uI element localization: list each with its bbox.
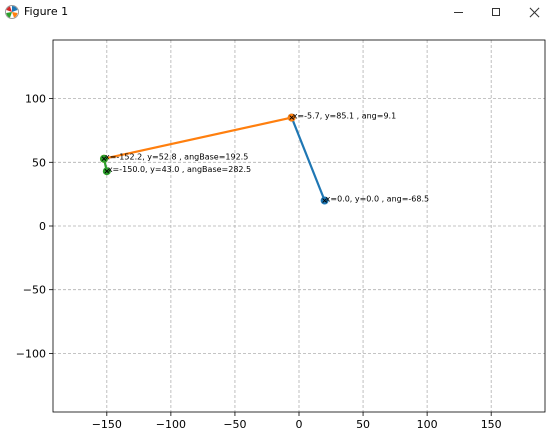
close-button[interactable] xyxy=(516,0,552,24)
x-tick-label: −50 xyxy=(223,418,246,431)
y-tick-label: 0 xyxy=(39,220,46,233)
annotation-marker xyxy=(322,198,327,203)
window-title: Figure 1 xyxy=(24,5,69,18)
y-tick-label: −100 xyxy=(16,347,46,360)
series-line-2 xyxy=(103,116,292,160)
annotation-label: x=0.0, y=0.0 , ang=-68.5 xyxy=(326,195,430,204)
annotation-label: x=-152.2, y=52.8 , angBase=192.5 xyxy=(105,153,248,162)
matplotlib-logo-icon xyxy=(5,5,19,19)
series-line-1 xyxy=(290,117,326,201)
y-tick-label: −50 xyxy=(23,284,46,297)
annotations: x=-5.7, y=85.1 , ang=9.1 x=0.0, y=0.0 , a… xyxy=(101,112,430,204)
figure-background xyxy=(0,26,554,448)
x-tick-label: 100 xyxy=(417,418,438,431)
x-tick-label: −100 xyxy=(156,418,186,431)
annotation-marker xyxy=(104,168,110,174)
maximize-icon xyxy=(492,8,500,16)
window-titlebar: Figure 1 xyxy=(0,0,554,26)
annotation-label: x=-5.7, y=85.1 , ang=9.1 xyxy=(293,112,397,121)
figure-canvas[interactable]: −150 −100 −50 0 50 100 150 −100 −50 0 50 100 x=-5.7… xyxy=(0,26,554,448)
axes-frame xyxy=(52,39,546,413)
x-tick-label: 0 xyxy=(296,418,303,431)
x-tick-label: 50 xyxy=(356,418,370,431)
grid xyxy=(53,40,545,412)
annotation-label: x=-150.0, y=43.0 , angBase=282.5 xyxy=(108,165,251,174)
y-tick-label: 50 xyxy=(32,156,46,169)
close-icon xyxy=(529,7,540,18)
x-tick-label: 150 xyxy=(481,418,502,431)
minimize-icon xyxy=(453,11,463,13)
y-tick-label: 100 xyxy=(25,93,46,106)
annotation-marker xyxy=(101,156,107,162)
x-tick-label: −150 xyxy=(92,418,122,431)
axis-ticks: −150 −100 −50 0 50 100 150 −100 −50 0 50 100 xyxy=(16,93,502,431)
annotation-marker xyxy=(289,115,295,120)
maximize-button[interactable] xyxy=(478,0,514,24)
minimize-button[interactable] xyxy=(440,0,476,24)
